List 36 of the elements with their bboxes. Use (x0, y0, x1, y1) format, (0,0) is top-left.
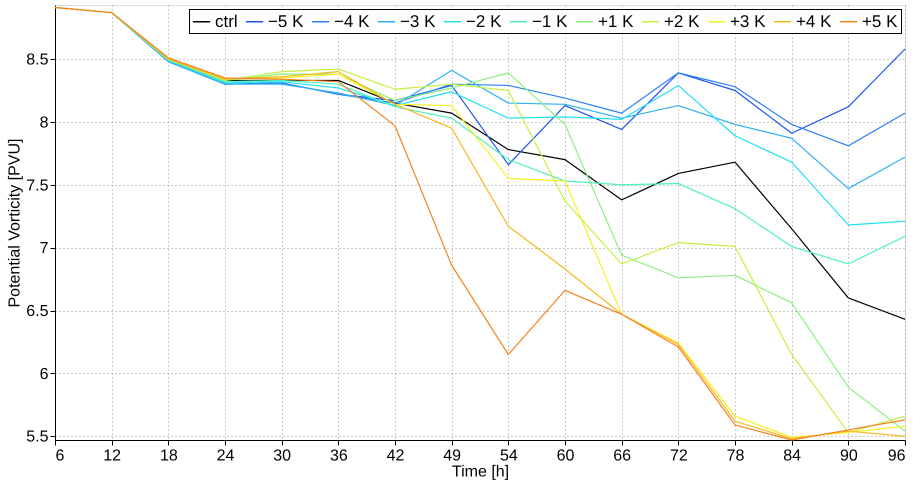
legend-label: −5 K (268, 12, 304, 31)
x-tick-label: 78 (726, 448, 744, 464)
legend-label: +4 K (796, 12, 832, 31)
x-tick-label: 49 (443, 448, 462, 464)
x-tick-label: 54 (500, 448, 518, 464)
legend-label: −3 K (400, 12, 436, 31)
x-tick-label: 96 (888, 448, 906, 464)
x-tick-label: 30 (273, 448, 292, 464)
x-tick-label: 72 (670, 448, 688, 464)
legend-label: −1 K (532, 12, 568, 31)
x-tick-label: 42 (386, 448, 404, 464)
y-tick-label: 8 (40, 114, 49, 132)
x-tick-label: 18 (160, 448, 178, 464)
legend-label: −4 K (334, 12, 370, 31)
x-tick-label: 24 (216, 448, 234, 464)
x-tick-label: 90 (840, 448, 858, 464)
y-tick-label: 8.5 (26, 52, 49, 69)
y-axis-title: Potential Vorticity [PVU] (6, 138, 24, 308)
y-tick-label: 5.5 (26, 428, 49, 446)
y-tick-label: 7.5 (26, 177, 49, 194)
x-tick-label: 66 (613, 448, 632, 464)
legend-label: −2 K (466, 12, 502, 31)
legend-label: +5 K (862, 12, 898, 31)
x-tick-label: 12 (103, 448, 122, 464)
x-axis-title: Time [h] (452, 464, 510, 480)
x-tick-label: 36 (330, 448, 348, 464)
x-tick-label: 84 (783, 448, 802, 464)
x-tick-label: 60 (556, 448, 574, 464)
legend-label: +1 K (598, 12, 634, 31)
x-tick-label: 6 (56, 448, 64, 464)
legend-label: ctrl (215, 12, 238, 31)
y-tick-label: 6 (40, 366, 49, 383)
legend-label: +2 K (664, 12, 700, 31)
legend-label: +3 K (730, 12, 766, 31)
y-tick-label: 6.5 (26, 303, 49, 320)
y-tick-label: 7 (40, 240, 49, 258)
